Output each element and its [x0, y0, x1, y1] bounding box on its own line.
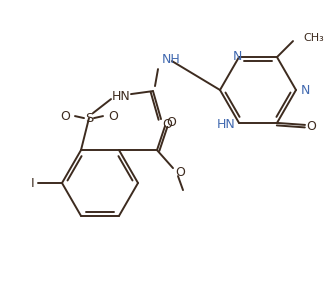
Text: O: O: [175, 166, 185, 179]
Text: O: O: [306, 120, 316, 133]
Text: HN: HN: [112, 89, 130, 103]
Text: CH₃: CH₃: [303, 33, 324, 43]
Text: I: I: [31, 176, 35, 189]
Text: NH: NH: [162, 53, 181, 66]
Text: O: O: [166, 116, 176, 129]
Text: O: O: [60, 110, 70, 123]
Text: N: N: [232, 50, 242, 62]
Text: N: N: [300, 83, 310, 97]
Text: S: S: [85, 112, 93, 125]
Text: HN: HN: [216, 118, 235, 131]
Text: O: O: [108, 110, 118, 123]
Text: O: O: [162, 118, 172, 131]
